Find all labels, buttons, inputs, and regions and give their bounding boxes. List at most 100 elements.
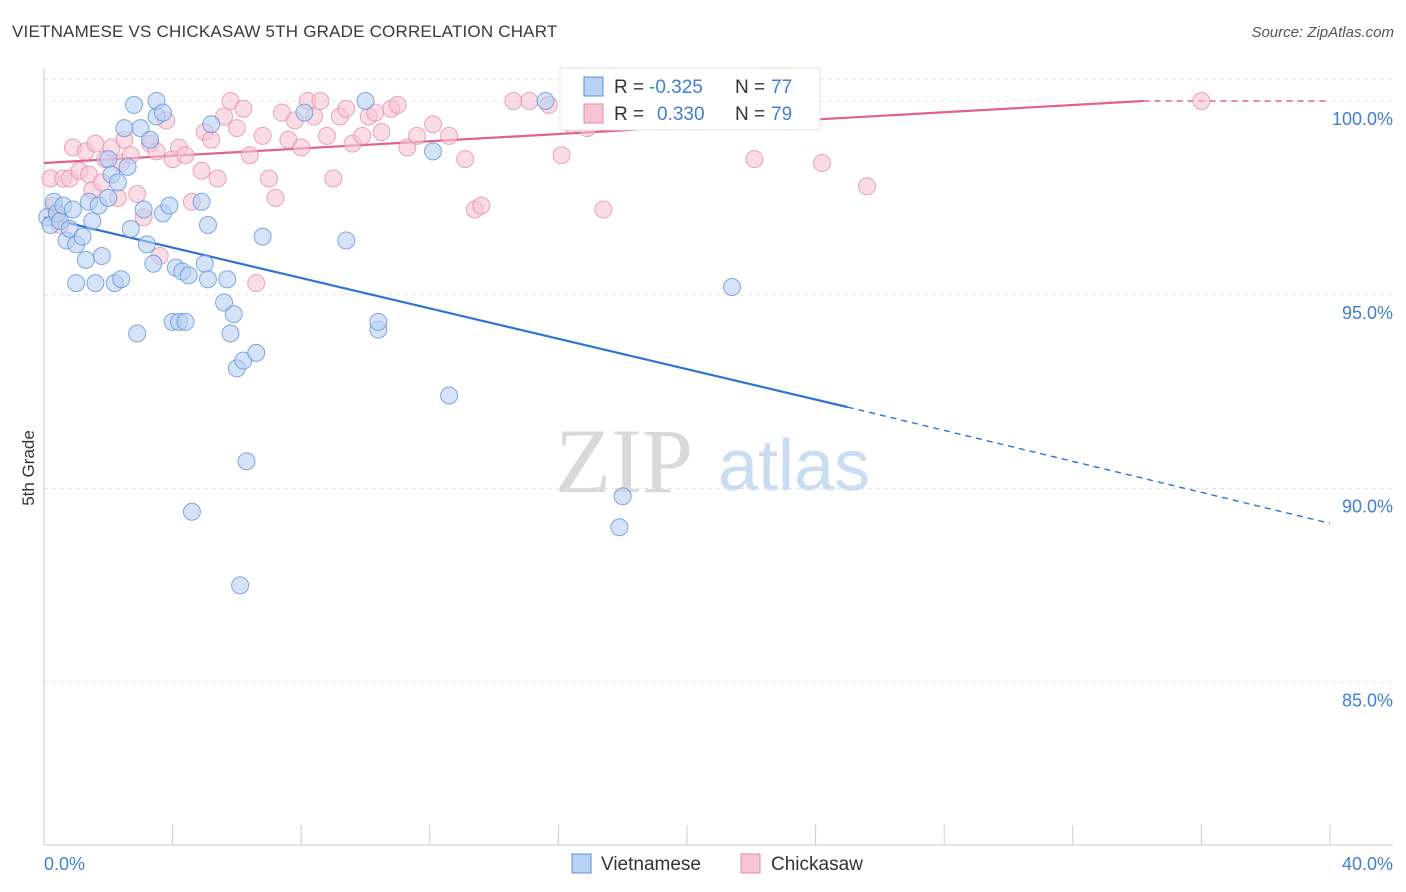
- point-vietnamese: [202, 115, 221, 134]
- point-vietnamese: [160, 196, 179, 215]
- x-tick-label-min: 0.0%: [44, 854, 85, 874]
- chart-title: VIETNAMESE VS CHICKASAW 5TH GRADE CORREL…: [12, 22, 558, 41]
- legend-label-chickasaw: Chickasaw: [771, 854, 863, 875]
- point-vietnamese: [176, 312, 195, 331]
- point-vietnamese: [112, 270, 131, 289]
- point-vietnamese: [253, 227, 272, 246]
- point-vietnamese: [76, 250, 95, 269]
- point-vietnamese: [440, 386, 459, 405]
- point-vietnamese: [198, 216, 217, 234]
- point-vietnamese: [131, 119, 150, 138]
- point-vietnamese: [221, 324, 240, 343]
- stats-swatch-vietnamese: [583, 76, 604, 97]
- point-vietnamese: [99, 150, 118, 169]
- point-vietnamese: [83, 212, 102, 231]
- point-vietnamese: [128, 324, 147, 343]
- point-chickasaw: [745, 150, 764, 169]
- point-chickasaw: [424, 115, 443, 134]
- point-vietnamese: [198, 270, 217, 289]
- point-chickasaw: [372, 123, 391, 141]
- point-chickasaw: [240, 146, 259, 165]
- stats-n-chickasaw: 79: [771, 104, 792, 125]
- point-chickasaw: [176, 146, 195, 165]
- point-vietnamese: [247, 343, 266, 362]
- point-chickasaw: [260, 169, 279, 188]
- point-vietnamese: [182, 502, 201, 521]
- legend: Vietnamese Chickasaw: [571, 853, 863, 875]
- point-chickasaw: [208, 169, 227, 188]
- y-tick-label: 90.0%: [1342, 497, 1393, 517]
- trend-line-solid: [43, 216, 849, 409]
- point-vietnamese: [231, 576, 250, 595]
- point-vietnamese: [424, 142, 443, 161]
- point-chickasaw: [234, 99, 253, 118]
- point-chickasaw: [86, 134, 105, 153]
- point-chickasaw: [858, 177, 877, 196]
- point-vietnamese: [141, 130, 160, 149]
- point-chickasaw: [202, 130, 221, 149]
- point-vietnamese: [613, 487, 632, 506]
- legend-label-vietnamese: Vietnamese: [601, 854, 701, 875]
- x-tick-label-max: 40.0%: [1342, 854, 1393, 874]
- point-vietnamese: [536, 92, 555, 110]
- point-chickasaw: [388, 95, 407, 114]
- point-chickasaw: [504, 92, 523, 110]
- point-vietnamese: [179, 266, 198, 285]
- point-chickasaw: [227, 119, 246, 138]
- point-vietnamese: [610, 518, 629, 537]
- point-vietnamese: [99, 188, 118, 207]
- watermark-atlas: atlas: [718, 426, 870, 506]
- point-vietnamese: [337, 231, 356, 250]
- point-vietnamese: [121, 219, 140, 238]
- point-chickasaw: [1192, 92, 1211, 110]
- point-vietnamese: [125, 95, 144, 114]
- point-vietnamese: [134, 200, 153, 219]
- point-vietnamese: [356, 92, 375, 110]
- legend-swatch-chickasaw: [740, 853, 761, 874]
- point-chickasaw: [407, 126, 426, 145]
- point-chickasaw: [128, 185, 147, 203]
- point-chickasaw: [353, 126, 372, 145]
- trend-line-dashed: [847, 406, 1331, 525]
- stats-swatch-chickasaw: [583, 103, 604, 124]
- stats-r-chickasaw: 0.330: [657, 104, 705, 125]
- stats-n-label: N =: [735, 104, 765, 125]
- axes: 85.0% 90.0% 95.0% 100.0% 0.0% 40.0%: [43, 68, 1393, 874]
- point-vietnamese: [723, 278, 742, 296]
- point-vietnamese: [195, 254, 214, 273]
- stats-r-label: R =: [614, 77, 644, 98]
- point-vietnamese: [192, 192, 211, 211]
- legend-swatch-vietnamese: [571, 853, 592, 874]
- point-chickasaw: [520, 92, 539, 110]
- point-chickasaw: [472, 196, 491, 215]
- point-vietnamese: [218, 270, 237, 289]
- point-chickasaw: [398, 138, 417, 157]
- stats-r-label: R =: [614, 104, 644, 125]
- y-tick-label: 85.0%: [1342, 690, 1393, 710]
- stats-n-label: N =: [735, 77, 765, 98]
- point-chickasaw: [247, 274, 266, 293]
- point-vietnamese: [153, 103, 172, 122]
- y-tick-label: 100.0%: [1332, 109, 1393, 129]
- point-chickasaw: [813, 154, 832, 172]
- point-vietnamese: [224, 305, 243, 324]
- point-vietnamese: [215, 293, 234, 312]
- point-vietnamese: [137, 235, 156, 254]
- point-chickasaw: [317, 126, 336, 145]
- point-chickasaw: [456, 150, 475, 169]
- y-axis-label: 5th Grade: [19, 430, 38, 506]
- point-vietnamese: [73, 227, 92, 246]
- point-vietnamese: [108, 173, 127, 192]
- point-chickasaw: [192, 161, 211, 180]
- point-chickasaw: [440, 126, 459, 145]
- point-vietnamese: [115, 119, 134, 138]
- point-vietnamese: [369, 312, 388, 331]
- point-vietnamese: [144, 254, 163, 273]
- point-chickasaw: [324, 169, 343, 188]
- point-chickasaw: [594, 200, 613, 219]
- point-vietnamese: [237, 452, 256, 471]
- source-label: Source: ZipAtlas.com: [1251, 24, 1394, 41]
- stats-box: R = -0.325 N = 77 R = 0.330 N = 79: [559, 67, 821, 131]
- point-chickasaw: [311, 92, 330, 110]
